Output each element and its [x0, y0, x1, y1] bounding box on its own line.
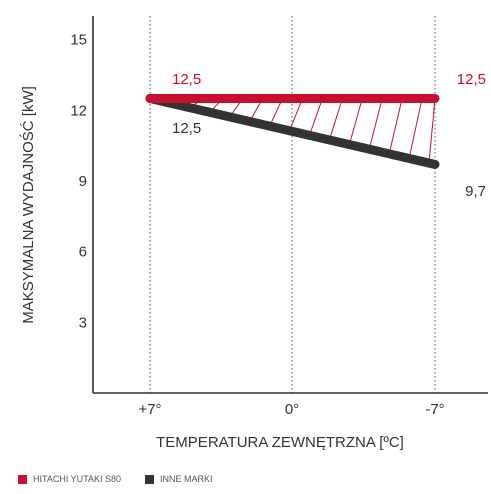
y-tick-label-15: 15 — [70, 32, 87, 49]
legend-swatch-hitachi — [18, 474, 27, 484]
hatch-line-12 — [388, 98, 403, 154]
legend-label-hitachi: HITACHI YUTAKI S80 — [33, 474, 122, 484]
y-tick-label-6: 6 — [79, 244, 87, 261]
x-tick-labels: +7° 0° -7° — [138, 401, 444, 418]
data-label-hitachi-end: 12,5 — [457, 71, 486, 88]
data-labels: 12,5 12,5 12,5 9,7 — [172, 71, 486, 200]
legend-item-hitachi: HITACHI YUTAKI S80 — [18, 474, 121, 484]
x-tick-label-0: +7° — [138, 401, 161, 418]
legend-item-inne-marki: INNE MARKI — [145, 474, 213, 484]
hatch-line-11 — [368, 98, 383, 150]
data-label-inne-marki-start: 12,5 — [172, 120, 201, 137]
hatch-line-14 — [428, 98, 436, 164]
y-tick-labels: 3 6 9 12 15 — [70, 32, 87, 332]
data-label-hitachi-start: 12,5 — [172, 71, 201, 88]
hatch-line-10 — [348, 98, 363, 145]
y-tick-label-3: 3 — [79, 314, 87, 331]
hatch-line-8 — [308, 98, 323, 136]
hatch-line-6 — [269, 98, 284, 127]
x-tick-label-2: -7° — [425, 401, 444, 418]
data-label-inne-marki-end: 9,7 — [465, 183, 486, 200]
hatch-line-13 — [408, 98, 423, 159]
series-line-inne-marki — [145, 93, 440, 169]
y-tick-label-9: 9 — [79, 173, 87, 190]
legend-label-inne-marki: INNE MARKI — [160, 474, 213, 484]
x-axis-title: TEMPERATURA ZEWNĘTRZNA [ºC] — [156, 434, 404, 451]
legend-swatch-inne-marki — [145, 474, 155, 484]
x-tick-label-1: 0° — [285, 401, 299, 418]
legend: HITACHI YUTAKI S80 INNE MARKI — [18, 474, 237, 484]
hatch-line-7 — [289, 98, 303, 131]
axes — [92, 16, 488, 394]
hatch-line-9 — [328, 98, 343, 141]
series-lines — [145, 93, 440, 169]
y-tick-label-12: 12 — [70, 102, 87, 119]
y-axis-title: MAKSYMALNA WYDAJNOŚĆ [kW] — [19, 86, 37, 324]
grid-lines — [149, 16, 436, 393]
